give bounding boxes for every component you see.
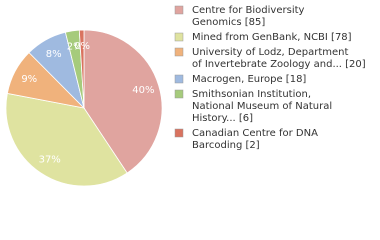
- data-label: 40%: [132, 85, 154, 96]
- legend-label: Barcoding [2]: [192, 140, 260, 151]
- pie-slice: [5, 92, 128, 187]
- data-label: 0%: [74, 41, 90, 52]
- legend-label: University of Lodz, Department: [192, 47, 349, 58]
- legend-label: Genomics [85]: [192, 17, 265, 28]
- legend-swatch: [174, 5, 184, 15]
- legend-label: Macrogen, Europe [18]: [192, 74, 306, 85]
- legend-swatch: [174, 32, 184, 42]
- legend-swatch: [174, 89, 184, 99]
- legend-label: Canadian Centre for DNA: [192, 128, 318, 139]
- legend-label: Smithsonian Institution,: [192, 89, 311, 100]
- legend-swatch: [174, 128, 184, 138]
- legend-label: Mined from GenBank, NCBI [78]: [192, 32, 352, 43]
- data-label: 37%: [39, 155, 61, 166]
- legend-label: History... [6]: [192, 113, 253, 124]
- legend-label: National Museum of Natural: [192, 101, 332, 112]
- pie-slice: [78, 29, 85, 109]
- data-label: 8%: [46, 49, 62, 60]
- legend-swatch: [174, 74, 184, 84]
- data-label: 2%: [67, 42, 83, 53]
- legend-label: Centre for Biodiversity: [192, 5, 305, 16]
- legend-label: of Invertebrate Zoology and... [20]: [192, 59, 366, 70]
- legend-swatch: [174, 47, 184, 57]
- data-label: 9%: [21, 74, 37, 85]
